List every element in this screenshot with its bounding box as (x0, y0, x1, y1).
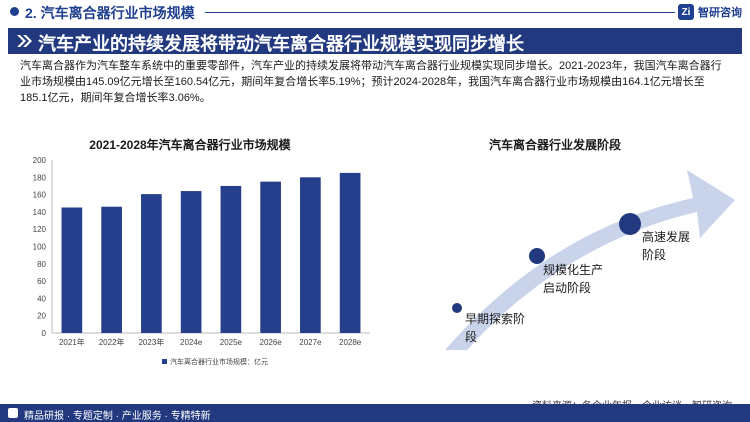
x-tick-label: 2023年 (138, 337, 164, 347)
bar (260, 181, 281, 333)
growth-arrow-diagram (445, 170, 735, 350)
top-bar: 2. 汽车离合器行业市场规模 Zi 智研咨询 (0, 0, 750, 24)
bar-chart: 0 20 40 60 80 100 120 140 160 180 200 2021年 2022年 202… (33, 156, 370, 366)
section-title: 2. 汽车离合器行业市场规模 (25, 5, 195, 21)
y-tick-label: 200 (33, 156, 47, 165)
stage-2-line2: 启动阶段 (543, 281, 592, 295)
stage-3-line1: 高速发展 (642, 230, 691, 244)
bullet-dot-icon (10, 7, 19, 16)
stage-3-line2: 阶段 (642, 248, 667, 262)
x-tick-label: 2026e (260, 338, 283, 347)
stage-label-1: 早期探索阶 段 (465, 310, 525, 346)
x-tick-label: 2027e (299, 338, 322, 347)
bar (101, 206, 122, 333)
bar (141, 194, 162, 333)
chart-title: 2021-2028年汽车离合器行业市场规模 (89, 138, 291, 152)
footer-bar: 精品研报 · 专题定制 · 产业服务 · 专精特新 (0, 404, 750, 422)
stages-title: 汽车离合器行业发展阶段 (488, 138, 621, 152)
bar (61, 207, 83, 333)
stage-1-line1: 早期探索阶 (465, 312, 526, 326)
y-tick-label: 0 (42, 329, 47, 338)
x-tick-label: 2022年 (99, 337, 125, 347)
y-tick-label: 140 (33, 208, 47, 217)
bar (339, 172, 361, 333)
stage-1-line2: 段 (465, 330, 478, 344)
y-tick-label: 180 (33, 173, 47, 182)
headline-banner: 汽车产业的持续发展将带动汽车离合器行业规模实现同步增长 (8, 28, 742, 54)
double-arrow-icon (17, 35, 32, 47)
legend-label: 汽车离合器行业市场规模：亿元 (170, 357, 268, 366)
y-tick-label: 160 (33, 191, 47, 200)
x-tick-label: 2025e (220, 338, 243, 347)
stage-marker-2 (529, 248, 545, 264)
bar (300, 177, 321, 333)
headline-title: 汽车产业的持续发展将带动汽车离合器行业规模实现同步增长 (38, 34, 524, 54)
legend-swatch (162, 359, 167, 364)
bar (180, 191, 202, 333)
growth-arrow-shape (445, 170, 735, 350)
stage-marker-3 (619, 213, 641, 235)
footer-tagline: 精品研报 · 专题定制 · 产业服务 · 专精特新 (24, 411, 211, 422)
y-tick-label: 120 (33, 225, 47, 234)
summary-paragraph: 汽车离合器作为汽车整车系统中的重要零部件，汽车产业的持续发展将带动汽车离合器行业… (20, 60, 722, 104)
stage-marker-1 (452, 303, 462, 313)
stage-label-2: 规模化生产 启动阶段 (543, 261, 603, 297)
y-tick-label: 100 (33, 243, 47, 252)
brand-name: 智研咨询 (698, 7, 742, 19)
x-tick-label: 2024e (180, 338, 203, 347)
divider (205, 12, 675, 13)
y-tick-label: 80 (37, 260, 46, 269)
y-tick-label: 40 (37, 294, 46, 303)
x-tick-label: 2028e (339, 338, 362, 347)
stage-label-3: 高速发展 阶段 (642, 228, 690, 264)
bar (220, 185, 242, 333)
y-tick-label: 60 (37, 277, 46, 286)
stage-2-line1: 规模化生产 (543, 263, 604, 277)
y-tick-label: 20 (37, 312, 46, 321)
x-tick-label: 2021年 (59, 337, 85, 347)
logo-icon: Zi (678, 4, 694, 20)
brand-logo: Zi 智研咨询 (678, 2, 742, 22)
footer-logo-icon (8, 408, 18, 418)
